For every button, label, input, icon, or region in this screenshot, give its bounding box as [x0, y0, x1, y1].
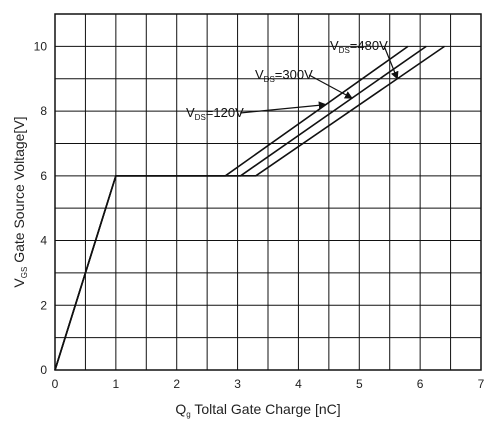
x-axis-label-rest: Toltal Gate Charge [nC] [191, 401, 341, 417]
y-tick-label: 6 [40, 169, 47, 183]
annotation-value: =300V [275, 67, 313, 82]
x-tick-label: 2 [173, 377, 180, 391]
annotation-label-vds-480: VDS=480V [330, 38, 388, 55]
annotation-arrow-vds-300 [308, 74, 353, 99]
annotation-value: =480V [350, 38, 388, 53]
grid [55, 14, 481, 370]
y-axis-label-rest: Gate Source Voltage[V] [11, 116, 27, 266]
y-axis-label-sub: GS [20, 267, 29, 279]
tick-labels: 0 1 2 3 4 5 6 7 0 2 4 6 8 10 [34, 39, 485, 391]
series-line-vds-480 [54, 45, 445, 371]
annotation-prefix: V [186, 105, 195, 120]
y-tick-label: 10 [34, 39, 48, 53]
y-tick-label: 8 [40, 104, 47, 118]
annotation-sub: DS [264, 75, 275, 84]
annotation-prefix: V [330, 38, 339, 53]
x-axis-label-sub: g [186, 410, 190, 419]
series-group [54, 45, 445, 371]
y-tick-label: 4 [40, 234, 47, 248]
x-tick-label: 1 [113, 377, 120, 391]
annotation-sub: DS [339, 46, 350, 55]
annotation-sub: DS [195, 113, 206, 122]
annotation-value: =120V [206, 105, 244, 120]
y-tick-label: 2 [40, 298, 47, 312]
x-tick-label: 6 [417, 377, 424, 391]
plot-border [54, 13, 482, 371]
x-tick-label: 4 [295, 377, 302, 391]
y-axis-label: VGS Gate Source Voltage[V] [11, 116, 29, 287]
x-axis-label: Qg Toltal Gate Charge [nC] [175, 401, 340, 419]
annotation-arrow-vds-120 [240, 101, 327, 114]
annotation-prefix: V [255, 67, 264, 82]
x-tick-label: 3 [234, 377, 241, 391]
annotation-label-vds-120: VDS=120V [186, 105, 244, 122]
annotation-label-vds-300: VDS=300V [255, 67, 313, 84]
y-tick-label: 0 [40, 363, 47, 377]
x-tick-label: 7 [478, 377, 485, 391]
annotation-arrow-vds-480 [383, 45, 399, 80]
x-axis-label-main: Q [175, 401, 186, 417]
y-axis-label-main: V [11, 278, 27, 288]
x-tick-label: 0 [52, 377, 59, 391]
x-tick-label: 5 [356, 377, 363, 391]
